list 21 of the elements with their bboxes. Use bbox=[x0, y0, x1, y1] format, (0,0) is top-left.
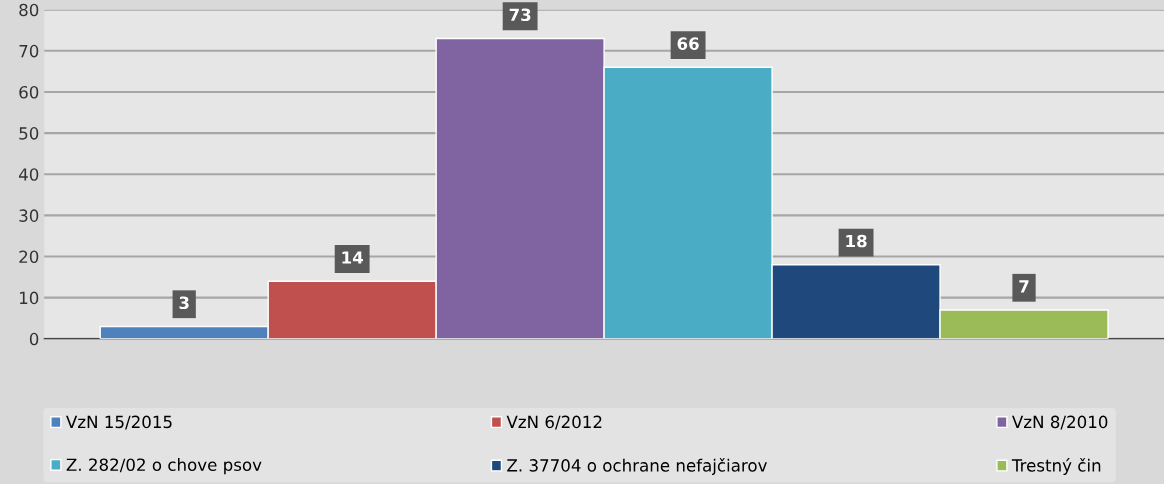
data-label: 18 bbox=[846, 234, 867, 248]
y-tick-label: 0 bbox=[29, 332, 39, 346]
legend-label: Z. 37704 o ochrane nefajčiarov bbox=[507, 458, 767, 475]
legend-label: VzN 6/2012 bbox=[506, 415, 602, 430]
y-tick-label: 30 bbox=[19, 209, 39, 222]
data-label: 14 bbox=[342, 251, 363, 264]
data-label: 3 bbox=[179, 296, 189, 310]
y-tick-label: 70 bbox=[19, 44, 39, 58]
data-label: 73 bbox=[509, 8, 531, 22]
y-tick-label: 40 bbox=[18, 168, 39, 181]
y-tick-label: 20 bbox=[19, 250, 39, 264]
data-label: 7 bbox=[1019, 280, 1029, 293]
y-tick-label: 60 bbox=[19, 85, 39, 99]
y-tick-label: 80 bbox=[19, 3, 39, 17]
legend-label: Trestný čin bbox=[1011, 458, 1101, 475]
legend-label: Z. 282/02 o chove psov bbox=[66, 458, 262, 475]
y-tick-label: 50 bbox=[19, 127, 39, 140]
legend-label: VzN 8/2010 bbox=[1012, 415, 1108, 430]
legend-label: VzN 15/2015 bbox=[66, 415, 172, 430]
y-tick-label: 10 bbox=[19, 291, 39, 305]
data-label: 66 bbox=[677, 37, 699, 50]
